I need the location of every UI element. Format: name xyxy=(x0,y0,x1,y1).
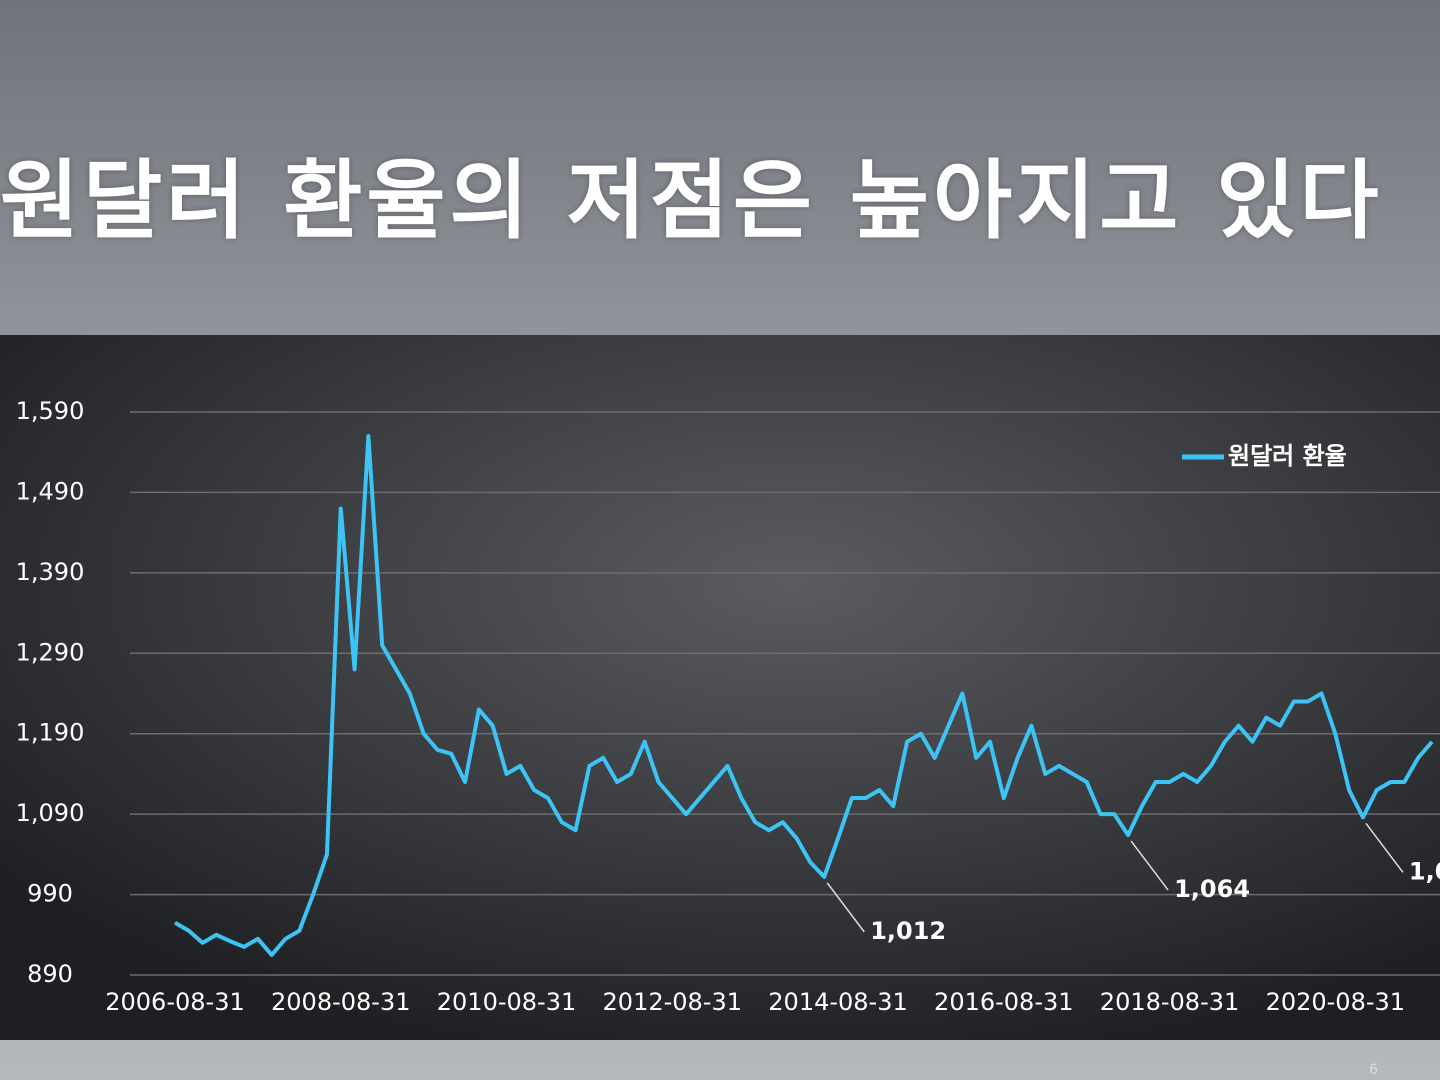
x-tick-label: 2008-08-31 xyxy=(271,988,410,1016)
legend-label: 원달러 환율 xyxy=(1228,442,1347,470)
x-tick-label: 2010-08-31 xyxy=(437,988,576,1016)
y-tick-label: 1,490 xyxy=(16,477,85,505)
y-tick-label: 1,190 xyxy=(16,719,85,747)
line-series xyxy=(173,434,1434,957)
y-tick-label: 1,290 xyxy=(16,638,85,666)
x-tick-label: 2014-08-31 xyxy=(768,988,907,1016)
y-tick-label: 1,090 xyxy=(16,799,85,827)
annotation-label: 1,012 xyxy=(870,917,946,945)
y-tick-label: 890 xyxy=(27,960,73,988)
x-tick-label: 2016-08-31 xyxy=(934,988,1073,1016)
annotation-leader xyxy=(1365,822,1404,873)
chart-panel xyxy=(0,335,1440,1040)
y-tick-label: 1,590 xyxy=(16,397,85,425)
x-tick-label: 2020-08-31 xyxy=(1266,988,1405,1016)
slide-title: 원달러 환율의 저점은 높아지고 있다 xyxy=(0,151,1383,251)
page-number: 6 xyxy=(1369,1062,1378,1078)
annotation-label: 1,064 xyxy=(1174,875,1250,903)
x-tick-label: 2012-08-31 xyxy=(603,988,742,1016)
x-tick-label: 2018-08-31 xyxy=(1100,988,1239,1016)
x-tick-label: 2006-08-31 xyxy=(105,988,244,1016)
annotation-leader xyxy=(1130,840,1169,891)
y-tick-label: 990 xyxy=(27,880,73,908)
y-tick-label: 1,390 xyxy=(16,558,85,586)
annotation-label: 1,086 xyxy=(1409,857,1440,885)
annotation-leader xyxy=(826,882,865,933)
chart: 890 990 1,090 1,190 1,290 1,390 1,490 1,590 2006… xyxy=(0,335,1440,1040)
